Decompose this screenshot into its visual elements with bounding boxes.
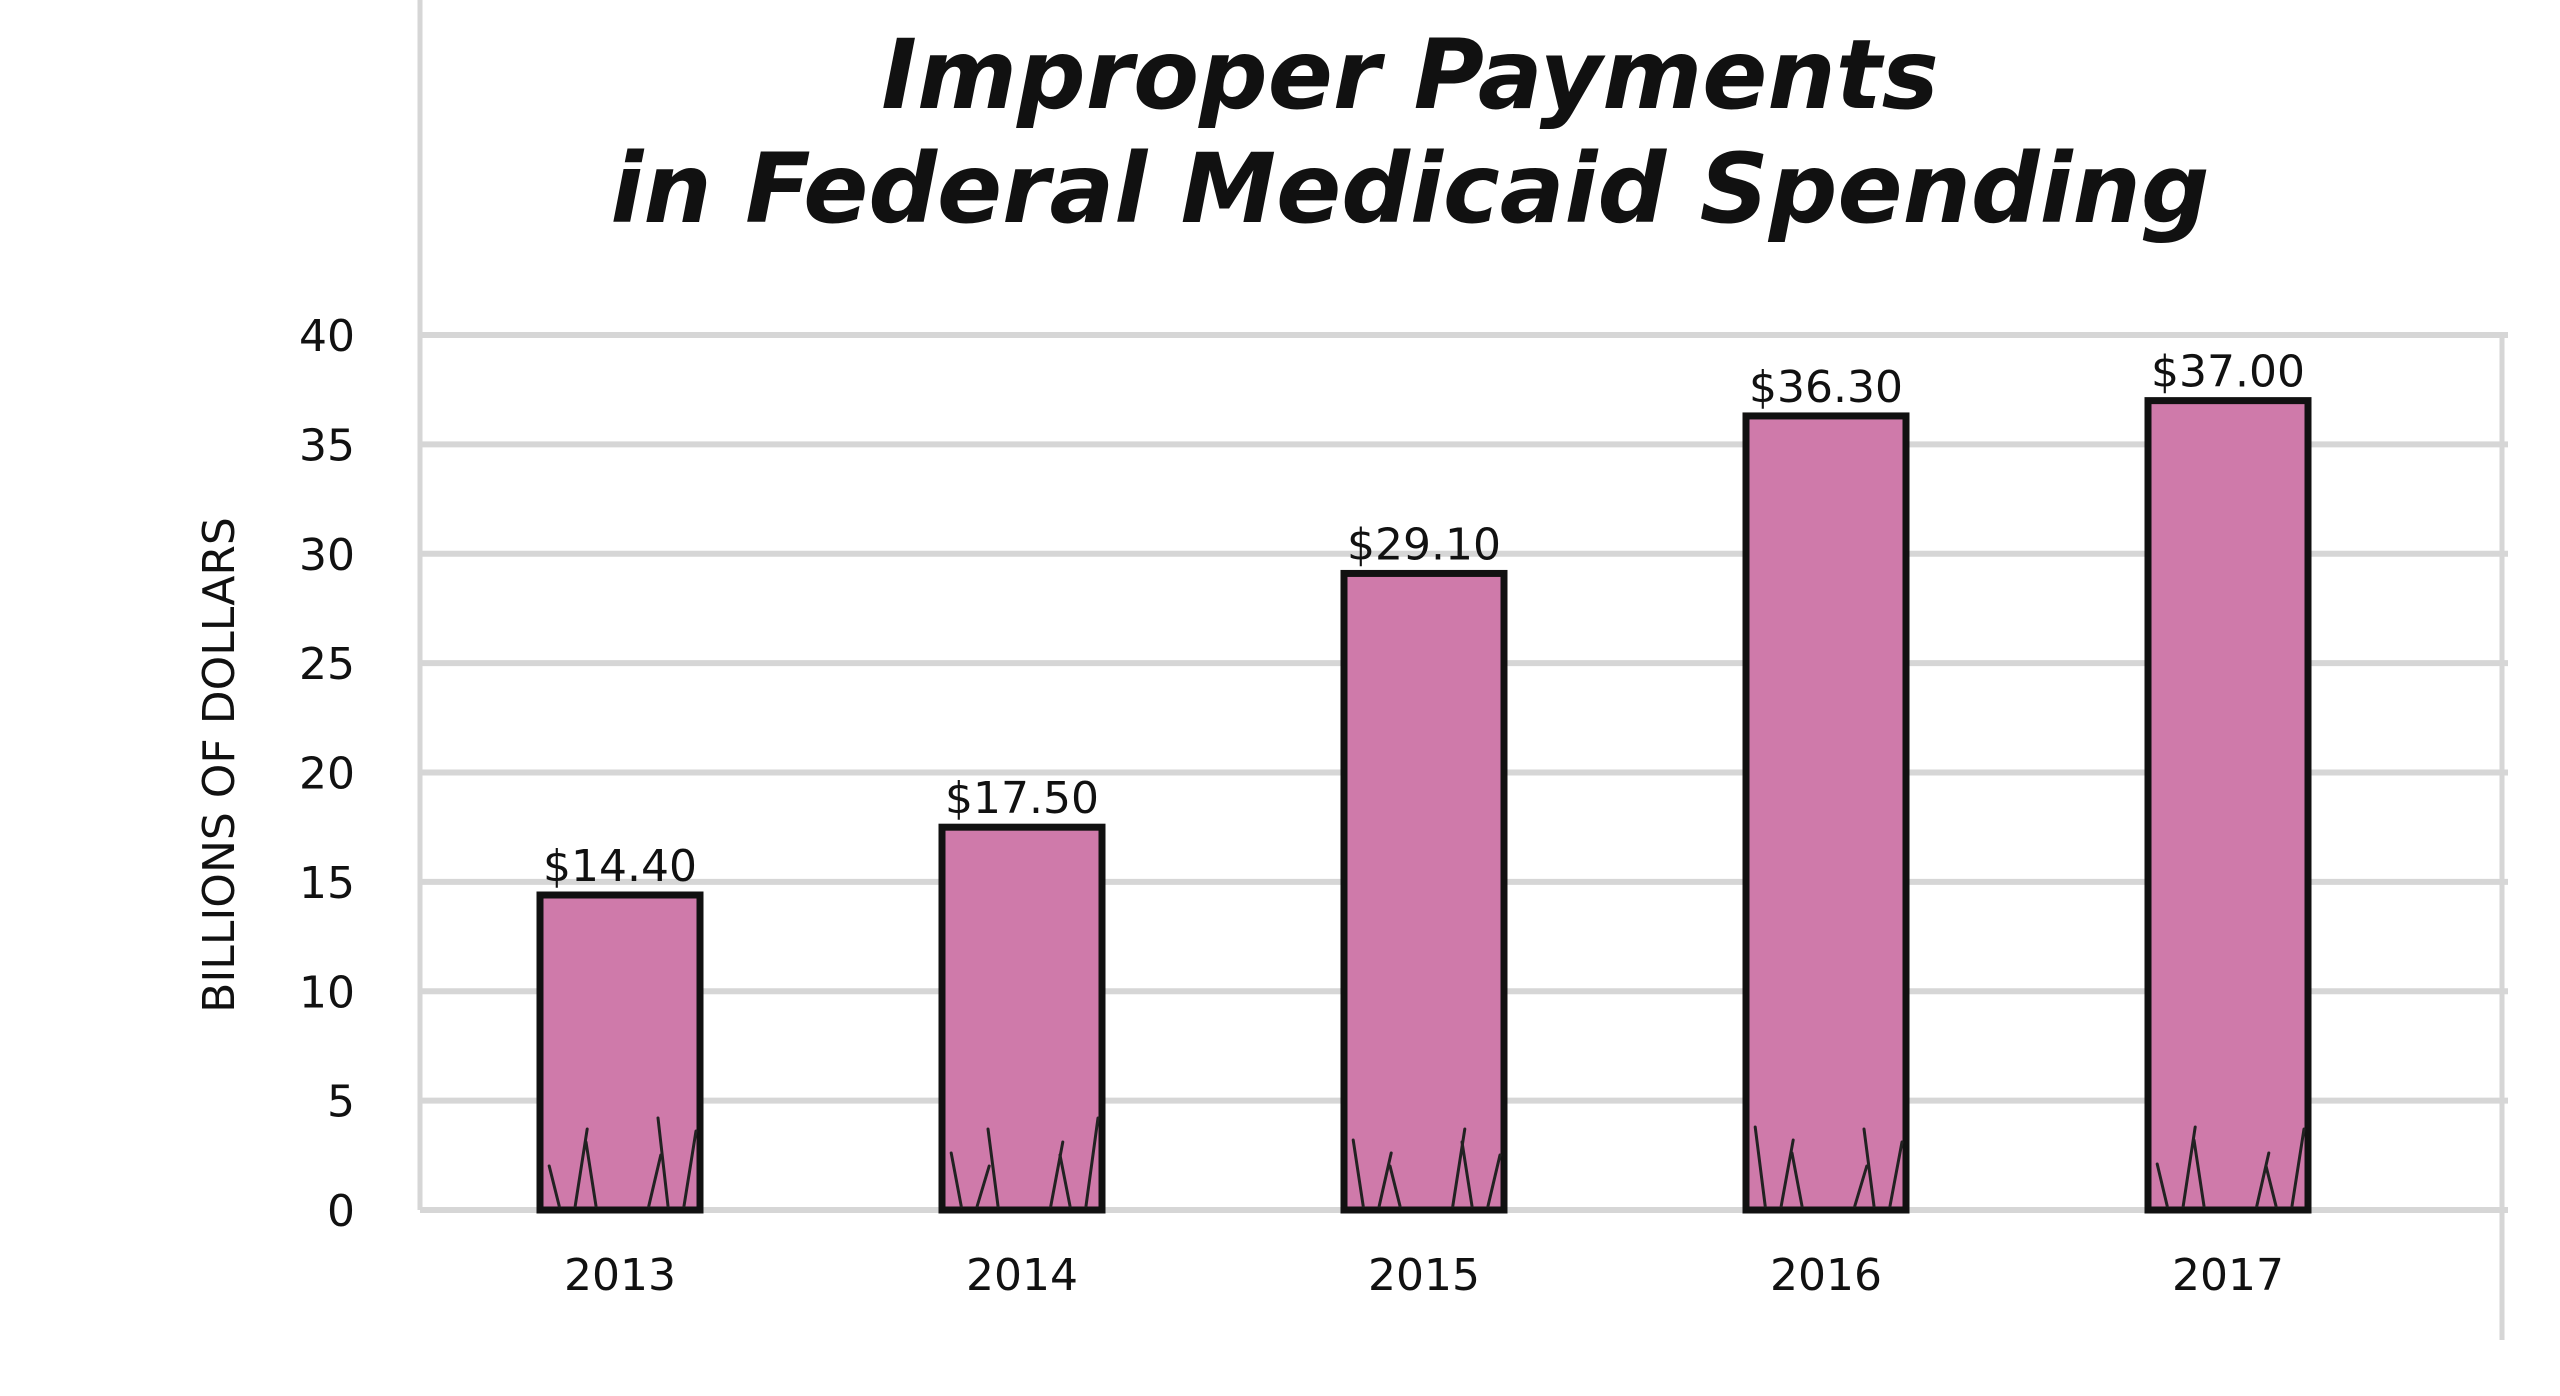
title-line-1: Improper Payments: [881, 19, 1939, 131]
x-tick-label: 2015: [1368, 1250, 1480, 1301]
title-line-2: in Federal Medicaid Spending: [610, 133, 2209, 245]
data-label: $14.40: [543, 841, 697, 892]
y-tick-label: 30: [299, 530, 355, 581]
bar-hatching: [1753, 1125, 1904, 1208]
bar-rect: [938, 823, 1106, 1214]
y-tick-label: 35: [299, 420, 355, 471]
y-axis-title: BILLIONS OF DOLLARS: [194, 517, 245, 1013]
data-label: $37.00: [2151, 347, 2305, 398]
y-tick-label: 5: [327, 1077, 355, 1128]
data-label: $17.50: [945, 773, 1099, 824]
bar-hatching: [547, 1116, 698, 1208]
bar-2017: [2144, 397, 2312, 1214]
bar-2016: [1742, 412, 1910, 1214]
bar-2015: [1340, 569, 1508, 1214]
bar-rect: [1742, 412, 1910, 1214]
chart-title: Improper Payments in Federal Medicaid Sp…: [610, 19, 2209, 245]
y-axis-ticks: 0 5 10 15 20 25 30 35 40: [299, 311, 355, 1237]
bar-hatching: [1351, 1127, 1502, 1208]
data-label: $36.30: [1749, 362, 1903, 413]
data-label: $29.10: [1347, 519, 1501, 570]
x-tick-label: 2014: [966, 1250, 1078, 1301]
bars: [536, 397, 2312, 1214]
data-labels: $14.40 $17.50 $29.10 $36.30 $37.00: [543, 347, 2305, 892]
bar-hatching: [2155, 1125, 2306, 1208]
bar-rect: [2144, 397, 2312, 1214]
x-axis-ticks: 2013 2014 2015 2016 2017: [564, 1250, 2284, 1301]
bar-2013: [536, 891, 704, 1214]
y-tick-label: 10: [299, 967, 355, 1018]
y-tick-label: 0: [327, 1186, 355, 1237]
y-tick-label: 20: [299, 749, 355, 800]
y-tick-label: 25: [299, 639, 355, 690]
bar-2014: [938, 823, 1106, 1214]
x-tick-label: 2016: [1770, 1250, 1882, 1301]
y-tick-label: 40: [299, 311, 355, 362]
x-tick-label: 2013: [564, 1250, 676, 1301]
x-tick-label: 2017: [2172, 1250, 2284, 1301]
bar-rect: [1340, 569, 1508, 1214]
y-tick-label: 15: [299, 858, 355, 909]
chart-frame: [417, 0, 2505, 1340]
bar-hatching: [949, 1116, 1100, 1208]
bar-rect: [536, 891, 704, 1214]
